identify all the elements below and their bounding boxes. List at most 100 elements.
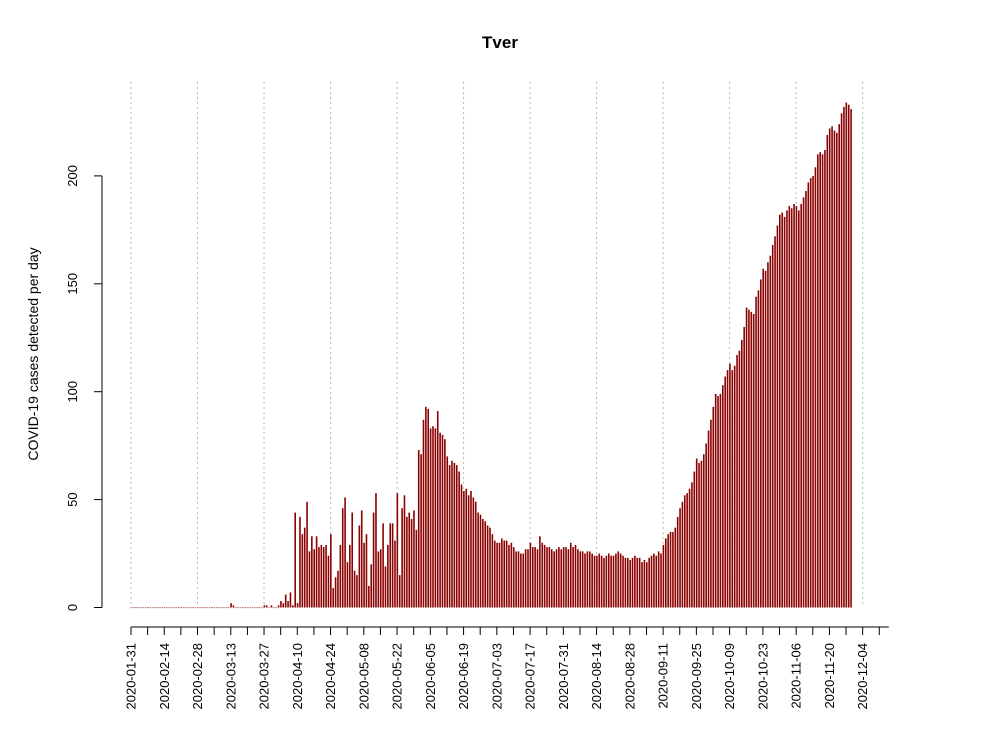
bar <box>581 551 584 608</box>
bar <box>610 555 612 608</box>
bar <box>311 536 313 608</box>
bar <box>422 419 425 608</box>
bar <box>802 197 805 608</box>
bar <box>700 460 703 608</box>
bar <box>156 607 159 609</box>
bar <box>750 311 753 608</box>
bar <box>634 555 636 608</box>
bar <box>598 553 601 608</box>
bar <box>467 495 470 608</box>
bar <box>163 607 166 609</box>
y-tick-label: 200 <box>65 165 80 187</box>
bar <box>717 396 719 608</box>
bar <box>432 426 434 608</box>
bar <box>282 603 285 608</box>
bar <box>289 592 292 608</box>
bar <box>795 206 798 608</box>
bar <box>427 408 430 608</box>
bar <box>567 549 570 608</box>
bar <box>555 549 558 608</box>
bar <box>268 607 270 609</box>
bar <box>482 519 484 608</box>
bar <box>615 553 617 608</box>
bar <box>781 212 783 608</box>
bar <box>401 508 403 608</box>
bar <box>201 607 204 609</box>
bar <box>237 607 239 609</box>
x-tick-label: 2020-02-14 <box>157 643 172 710</box>
bar <box>151 607 154 609</box>
bar <box>574 544 577 608</box>
bar <box>517 551 520 608</box>
bar <box>415 529 418 608</box>
bar <box>760 279 762 608</box>
bar <box>593 555 596 608</box>
bar <box>771 244 774 608</box>
bar <box>396 493 399 608</box>
bar <box>446 456 449 608</box>
bar <box>774 236 776 608</box>
bar <box>529 542 532 608</box>
bar <box>705 443 707 608</box>
bar <box>510 542 513 608</box>
bar <box>503 540 506 608</box>
bar <box>353 570 356 608</box>
bar <box>779 214 781 608</box>
bar <box>479 514 482 608</box>
bar <box>669 531 672 608</box>
bar <box>603 557 605 608</box>
bar <box>698 462 700 608</box>
bar <box>334 577 337 608</box>
bar <box>731 370 734 608</box>
bar <box>360 510 363 608</box>
bar <box>204 607 206 609</box>
bar <box>448 465 451 608</box>
bar <box>653 553 655 608</box>
bar <box>769 255 772 608</box>
bar <box>522 553 525 608</box>
bar <box>553 551 555 608</box>
bar <box>144 607 147 609</box>
bar <box>242 607 244 609</box>
bar <box>140 607 142 609</box>
bar <box>743 326 745 608</box>
y-tick-label: 50 <box>65 492 80 506</box>
bar <box>477 512 479 608</box>
bar <box>451 460 453 608</box>
bar <box>425 406 427 608</box>
bar <box>375 493 377 608</box>
x-tick-label: 2020-05-22 <box>390 643 405 710</box>
bar <box>434 428 437 608</box>
bar <box>441 434 444 608</box>
bars <box>130 102 852 609</box>
bar <box>270 605 273 608</box>
bar <box>453 462 456 608</box>
bar <box>527 549 529 608</box>
bar <box>187 607 190 609</box>
bar <box>512 547 515 608</box>
bar <box>531 547 534 608</box>
bar <box>408 512 411 608</box>
bar <box>178 607 180 609</box>
bar <box>520 553 522 608</box>
bar <box>277 605 280 608</box>
bar <box>192 607 194 609</box>
bar <box>301 534 304 608</box>
bar <box>679 508 681 608</box>
bar <box>539 536 541 608</box>
bar <box>263 605 266 608</box>
x-tick-label: 2020-04-10 <box>290 643 305 710</box>
bar <box>258 607 261 609</box>
bar <box>569 542 572 608</box>
bar <box>197 607 199 609</box>
bar <box>199 607 201 609</box>
bar <box>159 607 161 609</box>
bar <box>491 534 494 608</box>
bar <box>631 557 634 608</box>
bar <box>284 594 287 608</box>
bar <box>489 527 491 608</box>
bar <box>719 393 722 608</box>
bar <box>173 607 175 609</box>
x-tick-label: 2020-10-09 <box>722 643 737 710</box>
bar <box>132 607 135 609</box>
